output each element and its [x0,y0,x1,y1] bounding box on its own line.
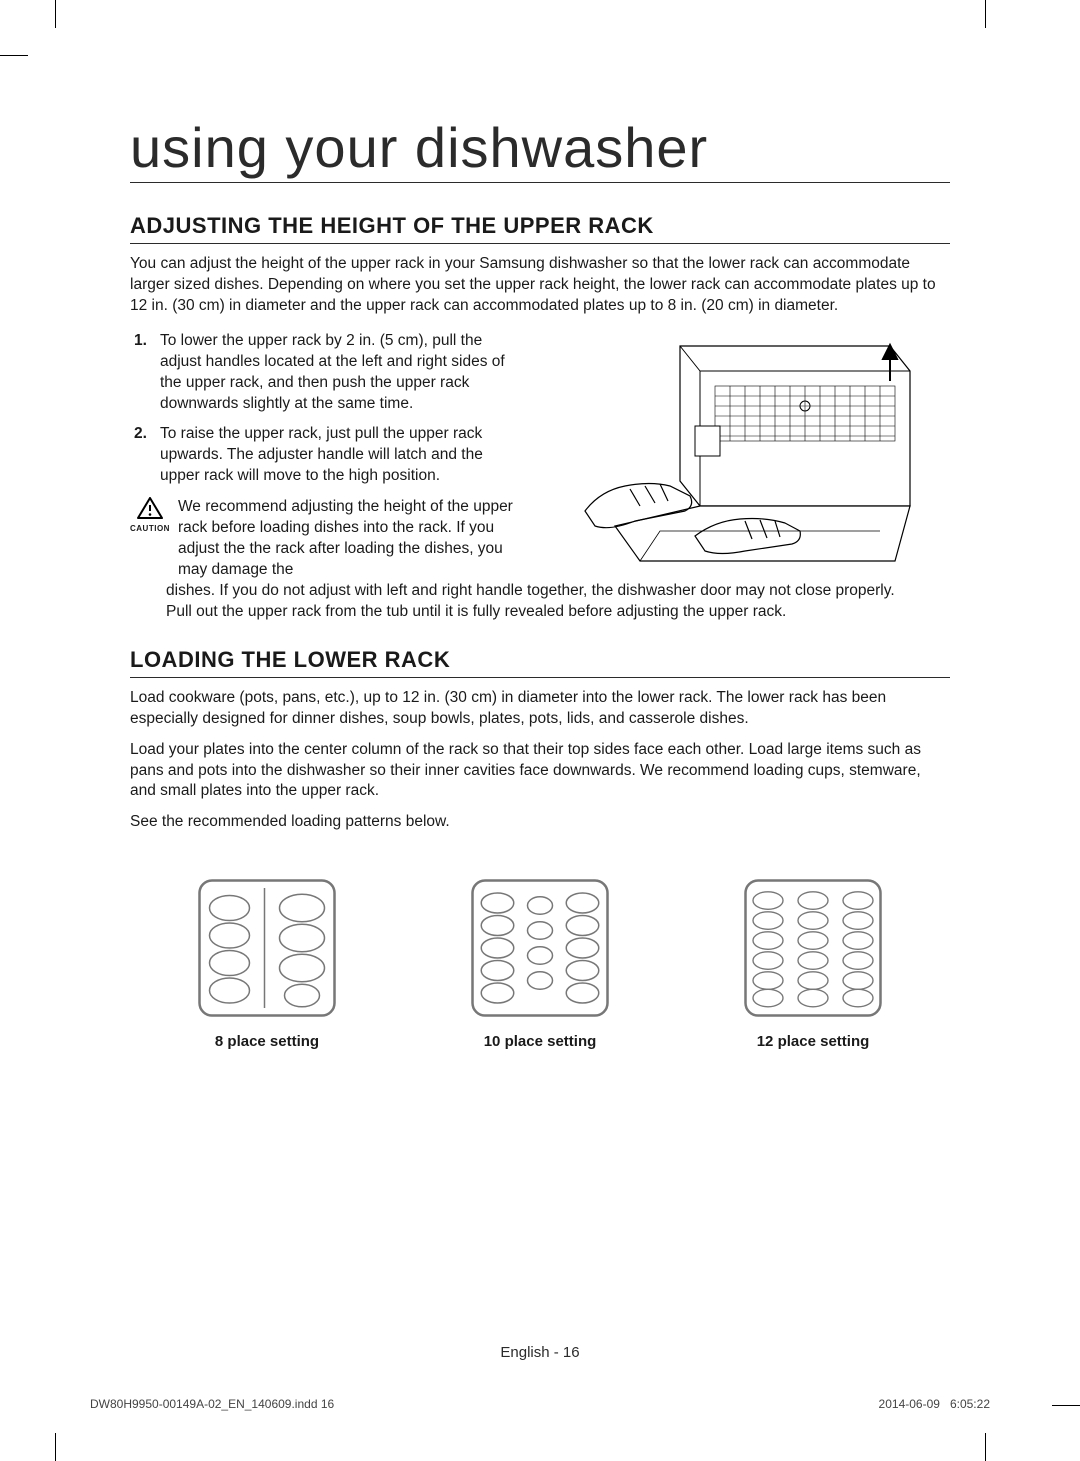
footer-time: 6:05:22 [950,1397,990,1411]
footer-date: 2014-06-09 [879,1397,940,1411]
crop-mark [55,0,56,28]
rack-adjust-diagram [540,331,920,566]
steps-list: To lower the upper rack by 2 in. (5 cm),… [130,331,520,487]
loading-patterns-row: 8 place setting [130,873,950,1050]
caution-label: CAUTION [130,524,170,535]
crop-mark [1052,1405,1080,1406]
adjust-two-col: To lower the upper rack by 2 in. (5 cm),… [130,331,950,581]
caption-8: 8 place setting [150,1033,384,1050]
caution-text-part2: dishes. If you do not adjust with left a… [130,581,950,602]
caution-icon: CAUTION [130,497,170,581]
section-heading-adjust: ADJUSTING THE HEIGHT OF THE UPPER RACK [130,213,950,244]
caption-12: 12 place setting [696,1033,930,1050]
crop-mark [985,1433,986,1461]
diagram-column [540,331,950,581]
crop-mark [55,1433,56,1461]
pattern-10-diagram [465,873,615,1023]
loading-para3: See the recommended loading patterns bel… [130,812,950,833]
crop-mark [0,55,28,56]
crop-mark [985,0,986,28]
page-content: using your dishwasher ADJUSTING THE HEIG… [130,115,950,1050]
caution-text-part3: Pull out the upper rack from the tub unt… [130,602,950,623]
manual-page: using your dishwasher ADJUSTING THE HEIG… [0,0,1080,1461]
caution-block: CAUTION We recommend adjusting the heigh… [130,497,520,581]
pattern-12-diagram [738,873,888,1023]
footer-page-label: English - 16 [0,1344,1080,1361]
loading-pattern-8: 8 place setting [150,873,384,1050]
page-title: using your dishwasher [130,115,950,183]
caption-10: 10 place setting [423,1033,657,1050]
pattern-8-diagram [192,873,342,1023]
loading-para2: Load your plates into the center column … [130,740,950,803]
section1-intro: You can adjust the height of the upper r… [130,254,950,317]
caution-text-part1: We recommend adjusting the height of the… [178,497,520,581]
steps-column: To lower the upper rack by 2 in. (5 cm),… [130,331,520,581]
step-2: To raise the upper rack, just pull the u… [130,424,520,487]
loading-pattern-12: 12 place setting [696,873,930,1050]
section-heading-loading: LOADING THE LOWER RACK [130,647,950,678]
loading-pattern-10: 10 place setting [423,873,657,1050]
step-1: To lower the upper rack by 2 in. (5 cm),… [130,331,520,415]
loading-para1: Load cookware (pots, pans, etc.), up to … [130,688,950,730]
footer-datetime: 2014-06-09 6:05:22 [879,1397,990,1411]
footer-file-ref: DW80H9950-00149A-02_EN_140609.indd 16 [90,1397,334,1411]
